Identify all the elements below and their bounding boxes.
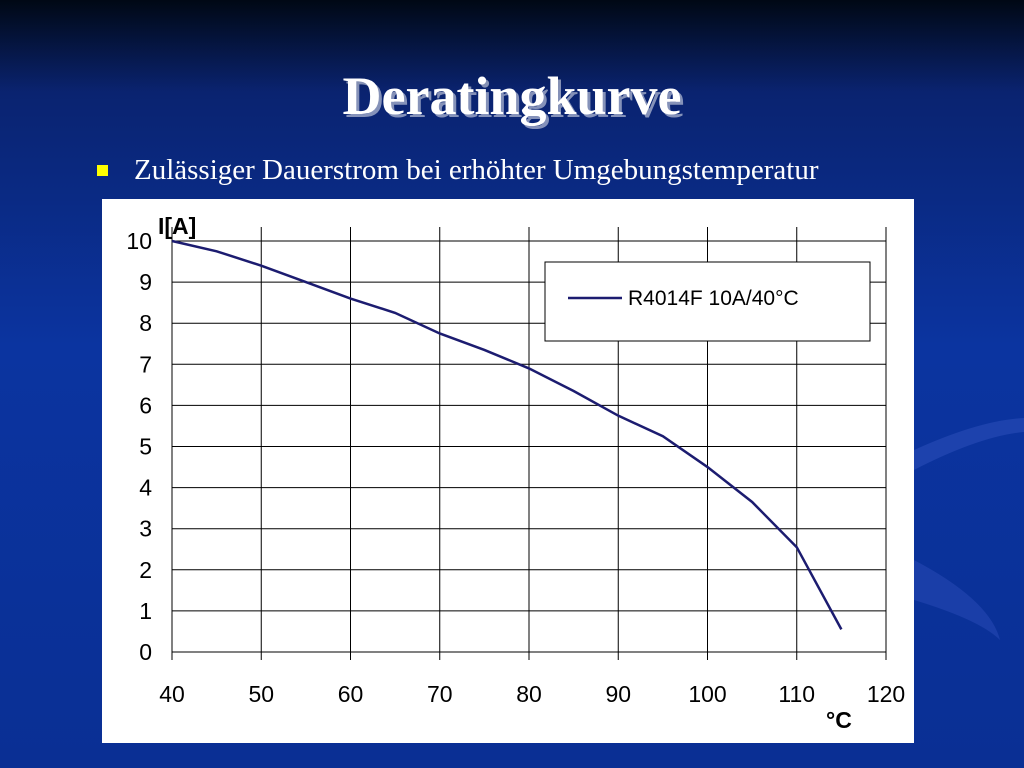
y-tick-label: 7 — [139, 351, 152, 377]
y-tick-label: 3 — [139, 516, 152, 542]
data-line — [171, 239, 843, 630]
x-axis-label: °C — [826, 707, 852, 733]
x-tick-label: 50 — [248, 681, 274, 707]
decoration — [914, 418, 1024, 470]
x-tick-label: 80 — [516, 681, 542, 707]
y-tick-label: 5 — [139, 434, 152, 460]
x-tick-label: 120 — [867, 681, 905, 707]
chart: 0 1 2 3 4 5 6 7 8 9 10 40 50 60 70 80 90 100 110 120 I[A] °C R… — [126, 213, 905, 733]
x-tick-label: 90 — [605, 681, 631, 707]
x-tick-label: 70 — [427, 681, 453, 707]
y-tick-label: 4 — [139, 475, 152, 501]
y-tick-label: 10 — [126, 228, 152, 254]
y-tick-label: 0 — [139, 639, 152, 665]
y-tick-label: 8 — [139, 310, 152, 336]
y-tick-label: 6 — [139, 392, 152, 418]
x-tick-label: 110 — [778, 681, 815, 707]
legend-label: R4014F 10A/40°C — [628, 287, 799, 310]
x-tick-label: 100 — [688, 681, 726, 707]
bullet-marker — [97, 165, 108, 176]
title-shadow: Deratingkurve — [346, 69, 685, 129]
decoration — [914, 560, 1000, 640]
slide-title: Deratingkurve — [343, 66, 682, 126]
legend-box — [544, 261, 871, 342]
y-axis-label: I[A] — [158, 213, 196, 239]
y-tick-label: 1 — [139, 598, 152, 624]
x-tick-label: 60 — [338, 681, 364, 707]
y-tick-label: 9 — [139, 269, 152, 295]
y-tick-label: 2 — [139, 557, 152, 583]
x-tick-label: 40 — [159, 681, 185, 707]
bullet-text: Zulässiger Dauerstrom bei erhöhter Umgeb… — [134, 154, 819, 186]
